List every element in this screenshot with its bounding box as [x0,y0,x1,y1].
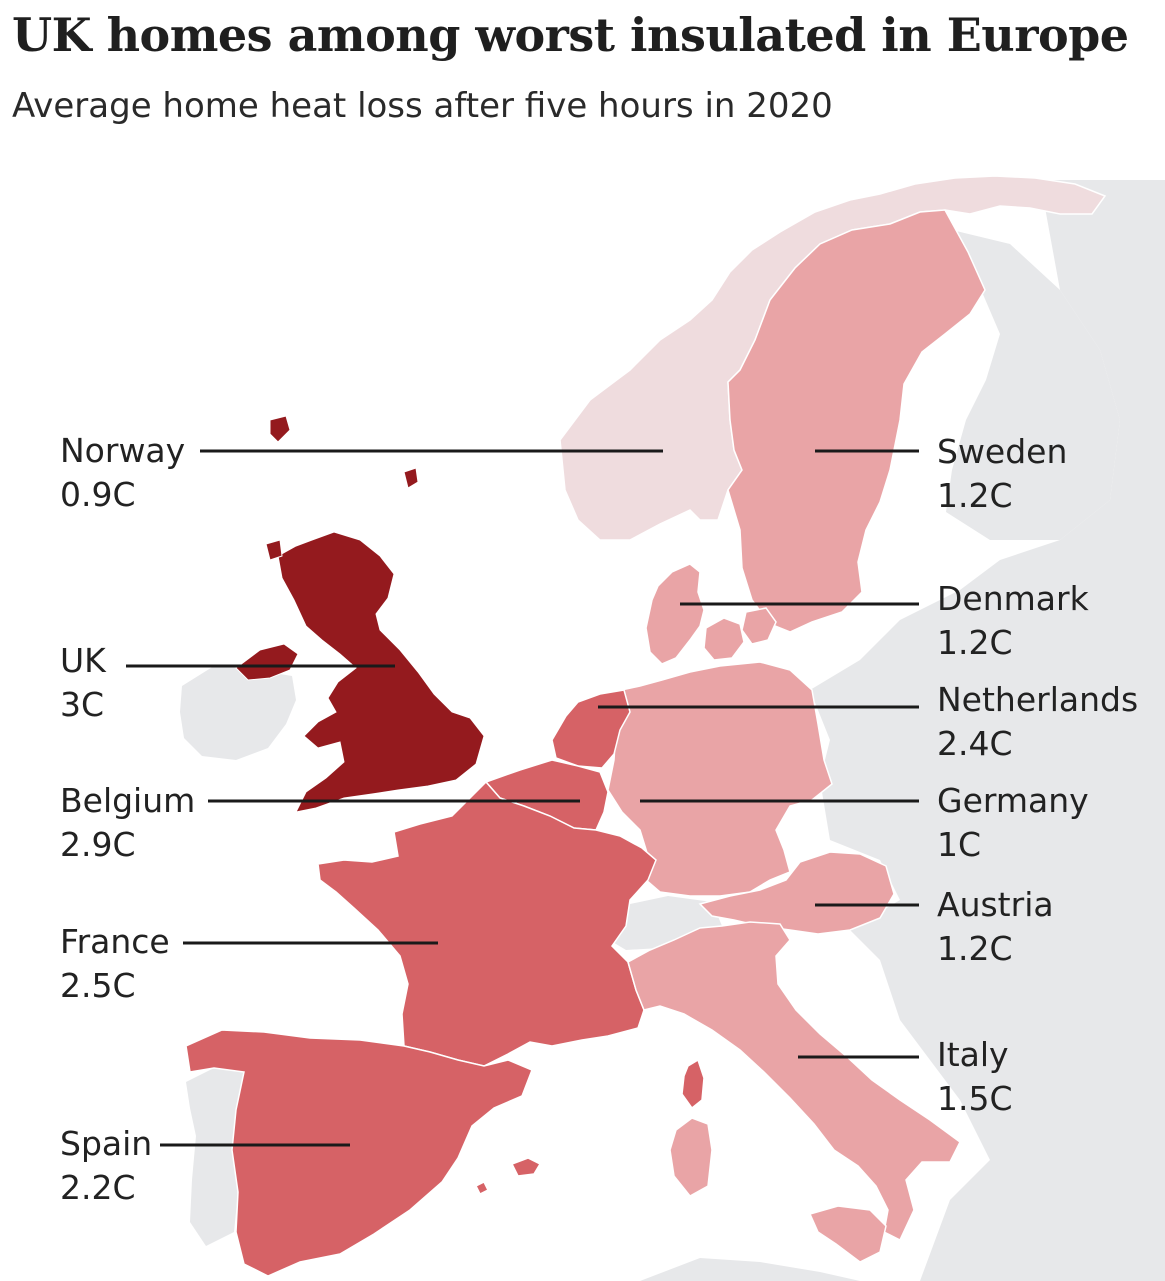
netherlands-shape [551,689,631,769]
label-spain: Spain 2.2C [60,1122,152,1210]
country-value-denmark: 1.2C [937,623,1013,662]
country-value-spain: 2.2C [60,1168,136,1207]
label-belgium: Belgium 2.9C [60,779,195,867]
italy-shape [627,921,961,1263]
leader-lines [126,449,919,1147]
corsica-shape [681,1058,705,1110]
label-france: France 2.5C [60,920,170,1008]
norway-shape [559,175,1107,541]
country-value-austria: 1.2C [937,929,1013,968]
country-name-spain: Spain [60,1124,153,1163]
country-name-germany: Germany [937,781,1089,820]
label-netherlands: Netherlands 2.4C [937,678,1138,766]
country-value-netherlands: 2.4C [937,724,1013,763]
germany-shape [607,661,833,897]
country-name-denmark: Denmark [937,579,1089,618]
label-norway: Norway 0.9C [60,429,185,517]
finland-shape [946,230,1120,540]
country-name-austria: Austria [937,885,1054,924]
france-shape [317,780,657,1067]
map-subtitle: Average home heat loss after five hours … [12,86,833,126]
country-value-uk: 3C [60,685,105,724]
map-title: UK homes among worst insulated in Europe [12,8,1129,62]
country-name-uk: UK [60,641,106,680]
label-italy: Italy 1.5C [937,1033,1013,1121]
ireland-shape [180,664,296,760]
country-value-belgium: 2.9C [60,825,136,864]
country-name-italy: Italy [937,1035,1009,1074]
uk-shape [235,415,485,813]
country-name-norway: Norway [60,431,186,470]
background-land [180,180,1165,1281]
north-africa-shape [640,1258,860,1281]
label-denmark: Denmark 1.2C [937,577,1089,665]
country-value-italy: 1.5C [937,1079,1013,1118]
country-name-france: France [60,922,170,961]
label-sweden: Sweden 1.2C [937,430,1067,518]
label-austria: Austria 1.2C [937,883,1054,971]
country-name-netherlands: Netherlands [937,680,1139,719]
label-germany: Germany 1C [937,779,1089,867]
country-value-germany: 1C [937,825,982,864]
country-name-sweden: Sweden [937,432,1068,471]
east-europe-shape [810,180,1165,1281]
country-value-sweden: 1.2C [937,476,1013,515]
country-value-france: 2.5C [60,966,136,1005]
country-name-belgium: Belgium [60,781,196,820]
portugal-shape [186,1068,244,1246]
spain-shape [185,1029,542,1277]
country-value-norway: 0.9C [60,475,136,514]
sweden-shape [727,209,986,633]
denmark-shape [645,563,777,665]
label-uk: UK 3C [60,639,106,727]
